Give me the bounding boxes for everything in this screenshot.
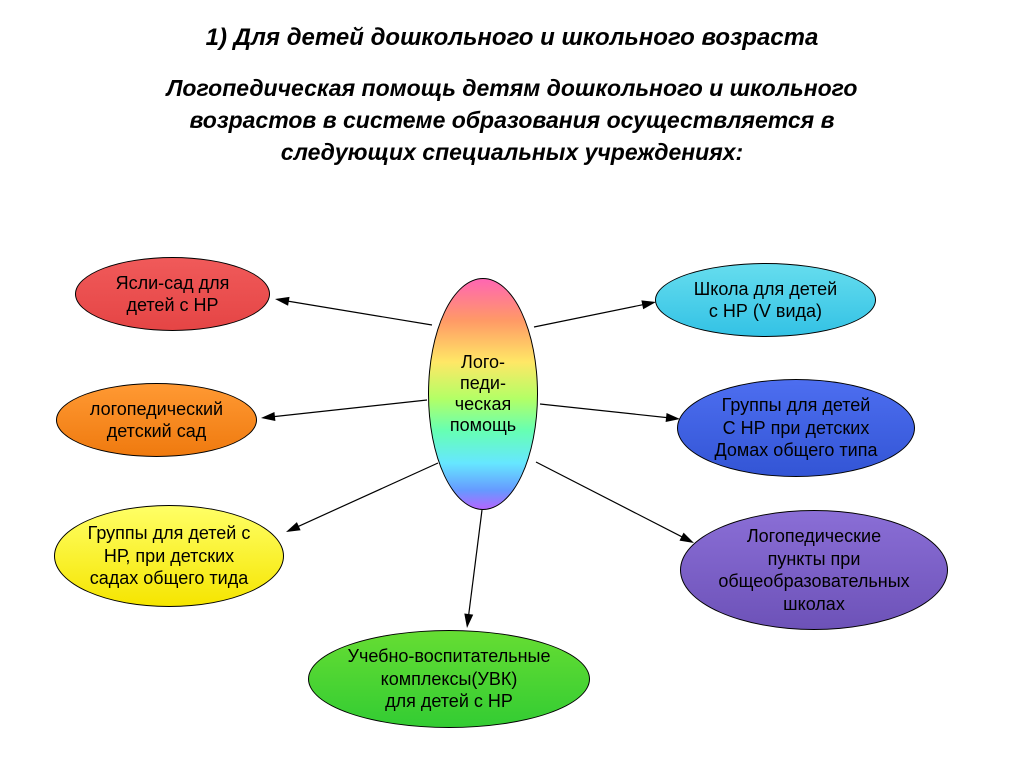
node-label: Учебно-воспитательныекомплексы(УВК)для д… [348,645,551,713]
subtitle-line: следующих специальных учреждениях: [0,136,1024,168]
node-label: Логопедическиепункты приобщеобразователь… [718,525,909,615]
node-label: Ясли-сад длядетей с НР [116,272,230,317]
node-groups-home: Группы для детейС НР при детскихДомах об… [677,379,915,477]
node-label: логопедическийдетский сад [90,398,223,443]
page-title: 1) Для детей дошкольного и школьного воз… [0,24,1024,52]
node-school: Школа для детейс НР (V вида) [655,263,876,337]
node-nursery: Ясли-сад длядетей с НР [75,257,270,331]
center-node: Лого-педи-ческаяпомощь [428,278,538,510]
node-school-points: Логопедическиепункты приобщеобразователь… [680,510,948,630]
subtitle-line: Логопедическая помощь детям дошкольного … [0,72,1024,104]
node-uvk: Учебно-воспитательныекомплексы(УВК)для д… [308,630,590,728]
center-label: Лого-педи-ческаяпомощь [450,352,516,436]
node-label: Школа для детейс НР (V вида) [694,278,837,323]
node-groups-kg: Группы для детей сНР, при детскихсадах о… [54,505,284,607]
page-subtitle: Логопедическая помощь детям дошкольного … [0,72,1024,168]
node-kindergarten: логопедическийдетский сад [56,383,257,457]
diagram-canvas: 1) Для детей дошкольного и школьного воз… [0,0,1024,767]
subtitle-line: возрастов в системе образования осуществ… [0,104,1024,136]
node-label: Группы для детейС НР при детскихДомах об… [715,394,878,462]
node-label: Группы для детей сНР, при детскихсадах о… [88,522,251,590]
